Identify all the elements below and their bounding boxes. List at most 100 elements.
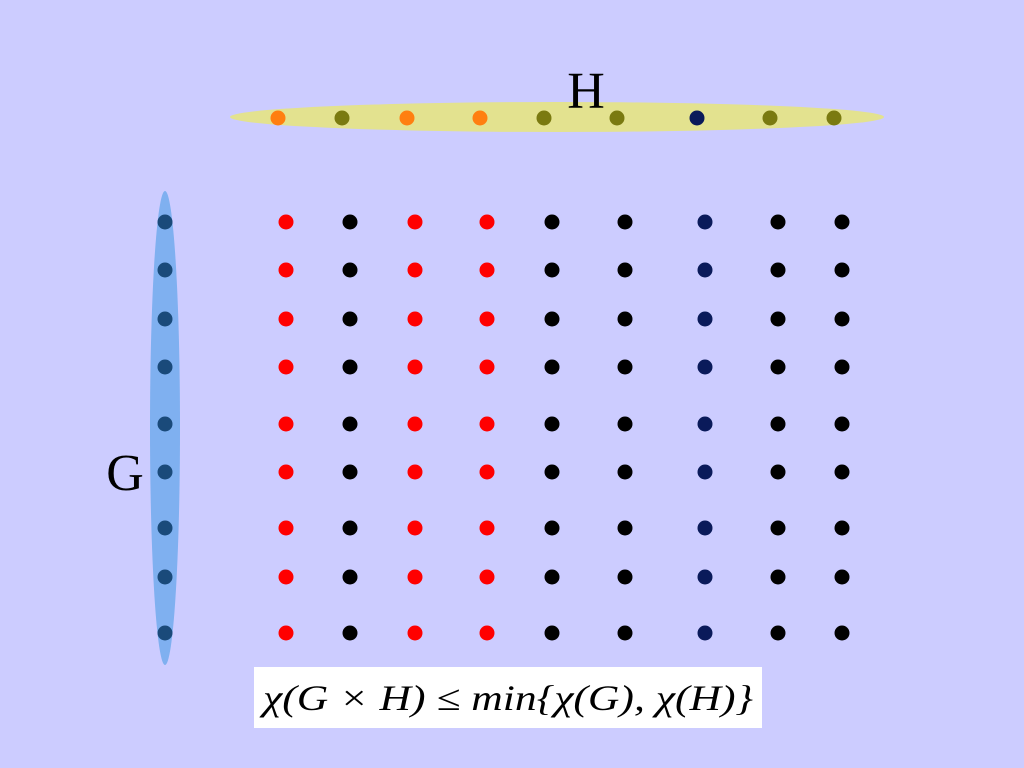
product-vertex bbox=[697, 625, 713, 641]
h-vertex bbox=[762, 110, 778, 126]
g-vertex bbox=[157, 625, 173, 641]
g-vertex bbox=[157, 359, 173, 375]
product-vertex bbox=[617, 311, 633, 327]
product-vertex bbox=[834, 464, 850, 480]
product-vertex bbox=[834, 625, 850, 641]
product-vertex bbox=[697, 416, 713, 432]
product-vertex bbox=[479, 359, 495, 375]
product-vertex bbox=[479, 464, 495, 480]
product-vertex bbox=[617, 214, 633, 230]
product-vertex bbox=[544, 464, 560, 480]
product-vertex bbox=[770, 214, 786, 230]
product-vertex bbox=[544, 569, 560, 585]
h-vertex bbox=[399, 110, 415, 126]
product-vertex bbox=[544, 416, 560, 432]
g-label: G bbox=[106, 445, 144, 502]
product-vertex bbox=[544, 625, 560, 641]
product-vertex bbox=[342, 359, 358, 375]
product-vertex bbox=[278, 214, 294, 230]
h-vertex bbox=[334, 110, 350, 126]
h-vertex bbox=[689, 110, 705, 126]
product-vertex bbox=[278, 520, 294, 536]
product-vertex bbox=[544, 262, 560, 278]
product-vertex bbox=[617, 359, 633, 375]
product-vertex bbox=[697, 359, 713, 375]
product-vertex bbox=[479, 214, 495, 230]
product-vertex bbox=[278, 569, 294, 585]
product-vertex bbox=[544, 311, 560, 327]
product-vertex bbox=[342, 262, 358, 278]
product-vertex bbox=[770, 262, 786, 278]
product-vertex bbox=[770, 359, 786, 375]
product-vertex bbox=[834, 416, 850, 432]
product-vertex bbox=[697, 520, 713, 536]
h-vertex bbox=[826, 110, 842, 126]
product-vertex bbox=[407, 569, 423, 585]
g-vertex bbox=[157, 569, 173, 585]
g-vertex bbox=[157, 311, 173, 327]
formula: χ(G × H) ≤ min{χ(G), χ(H)} bbox=[259, 678, 753, 718]
product-vertex bbox=[407, 311, 423, 327]
product-vertex bbox=[834, 311, 850, 327]
product-vertex bbox=[278, 464, 294, 480]
product-vertex bbox=[479, 569, 495, 585]
h-vertex bbox=[609, 110, 625, 126]
product-vertex bbox=[407, 520, 423, 536]
product-vertex bbox=[407, 359, 423, 375]
product-vertex bbox=[342, 464, 358, 480]
product-vertex bbox=[617, 569, 633, 585]
g-vertex bbox=[157, 520, 173, 536]
g-vertex bbox=[157, 416, 173, 432]
product-vertex bbox=[278, 311, 294, 327]
product-vertex bbox=[834, 569, 850, 585]
product-vertex bbox=[617, 464, 633, 480]
product-vertex bbox=[342, 625, 358, 641]
product-vertex bbox=[770, 311, 786, 327]
product-vertex bbox=[407, 262, 423, 278]
product-vertex bbox=[278, 359, 294, 375]
product-vertex bbox=[617, 625, 633, 641]
product-vertex bbox=[697, 214, 713, 230]
product-vertex bbox=[342, 569, 358, 585]
product-vertex bbox=[697, 569, 713, 585]
product-vertex bbox=[697, 311, 713, 327]
product-vertex bbox=[479, 262, 495, 278]
dots bbox=[157, 110, 850, 641]
product-vertex bbox=[342, 214, 358, 230]
product-vertex bbox=[342, 416, 358, 432]
product-vertex bbox=[407, 464, 423, 480]
product-vertex bbox=[834, 262, 850, 278]
product-vertex bbox=[278, 262, 294, 278]
product-vertex bbox=[770, 625, 786, 641]
product-vertex bbox=[617, 520, 633, 536]
product-vertex bbox=[770, 520, 786, 536]
product-vertex bbox=[544, 359, 560, 375]
product-vertex bbox=[544, 520, 560, 536]
h-ellipse bbox=[230, 102, 884, 132]
product-vertex bbox=[342, 520, 358, 536]
product-vertex bbox=[770, 569, 786, 585]
product-vertex bbox=[479, 625, 495, 641]
g-vertex bbox=[157, 464, 173, 480]
product-vertex bbox=[479, 416, 495, 432]
product-vertex bbox=[770, 416, 786, 432]
product-vertex bbox=[479, 520, 495, 536]
g-vertex bbox=[157, 262, 173, 278]
formula-box bbox=[254, 667, 762, 728]
product-vertex bbox=[617, 416, 633, 432]
product-vertex bbox=[697, 262, 713, 278]
h-vertex bbox=[270, 110, 286, 126]
product-vertex bbox=[544, 214, 560, 230]
product-vertex bbox=[407, 214, 423, 230]
product-vertex bbox=[278, 625, 294, 641]
g-vertex bbox=[157, 214, 173, 230]
product-vertex bbox=[834, 520, 850, 536]
product-vertex bbox=[697, 464, 713, 480]
product-vertex bbox=[617, 262, 633, 278]
product-vertex bbox=[407, 416, 423, 432]
h-vertex bbox=[536, 110, 552, 126]
product-vertex bbox=[834, 359, 850, 375]
h-label: H bbox=[567, 63, 605, 120]
